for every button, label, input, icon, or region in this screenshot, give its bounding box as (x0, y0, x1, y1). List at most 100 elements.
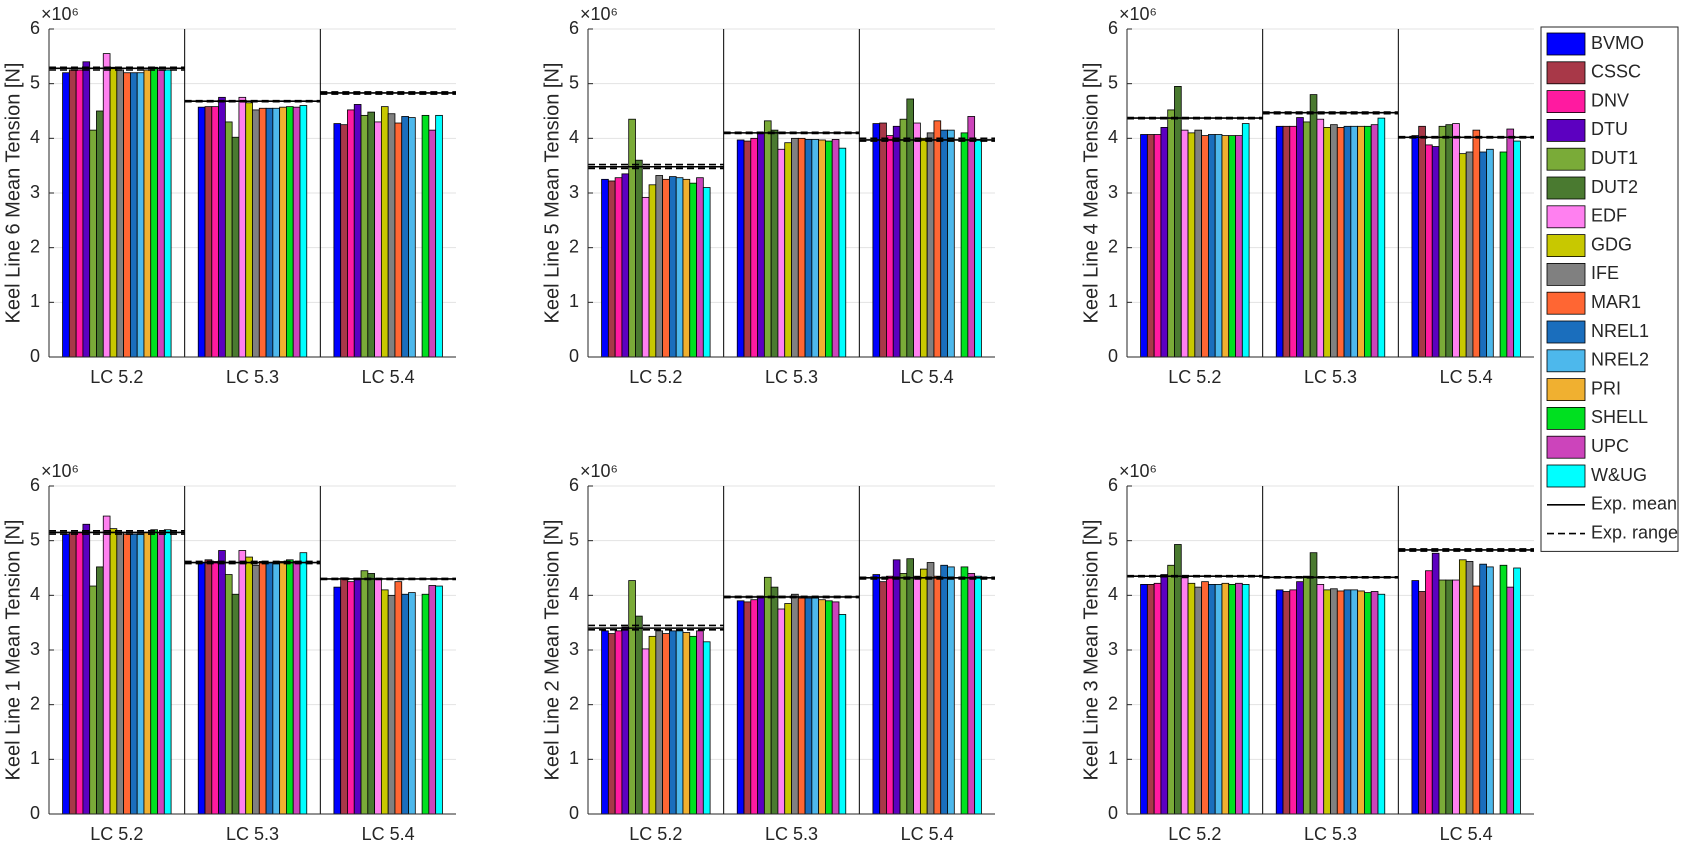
bar (265, 107, 274, 358)
bar (1377, 117, 1386, 358)
bar (696, 177, 704, 358)
x-tick-label: LC 5.2 (629, 367, 682, 387)
bar (1364, 125, 1372, 358)
bar (926, 562, 935, 815)
bar (1458, 153, 1467, 358)
bar (1167, 109, 1175, 358)
x-tick-label: LC 5.4 (901, 367, 954, 387)
bar (1323, 127, 1331, 358)
bar (1472, 129, 1481, 358)
bar (1323, 589, 1331, 815)
y-tick-label: 0 (1108, 803, 1118, 823)
bar (96, 110, 104, 358)
bar (797, 597, 806, 815)
y-tick-label: 6 (30, 475, 40, 495)
y-tick-label: 5 (1108, 72, 1118, 92)
bar (109, 528, 118, 815)
bar (1431, 552, 1440, 815)
bar (919, 568, 928, 815)
bar (286, 106, 294, 358)
bar (360, 570, 369, 815)
bar (1194, 586, 1203, 815)
y-tick-label: 0 (569, 803, 579, 823)
bar (75, 69, 84, 358)
bar (1499, 151, 1508, 358)
y-axis-label: Keel Line 2 Mean Tension [N] (541, 520, 563, 781)
y-tick-label: 2 (1108, 236, 1118, 256)
x-tick-label: LC 5.3 (765, 824, 818, 844)
y-multiplier: ×10⁶ (1119, 4, 1157, 24)
bar (367, 573, 376, 815)
bar (1208, 584, 1216, 815)
bar (258, 561, 267, 815)
bar (394, 122, 403, 358)
bar (791, 137, 799, 358)
bar (607, 180, 616, 358)
bar (68, 69, 77, 358)
bar (1309, 94, 1318, 358)
x-tick-label: LC 5.3 (1304, 824, 1357, 844)
bar (401, 593, 409, 815)
bar (967, 573, 976, 815)
bar (157, 69, 165, 358)
bar (421, 114, 430, 358)
bar (1336, 127, 1345, 358)
legend-swatch (1546, 32, 1586, 56)
legend-label: DUT2 (1591, 177, 1638, 197)
bar (238, 550, 247, 815)
bar (279, 561, 287, 815)
bar (340, 577, 348, 815)
bar (211, 561, 219, 815)
bar (696, 630, 704, 815)
bar (791, 593, 799, 815)
bar (614, 630, 623, 815)
bar (974, 575, 982, 815)
bar (299, 105, 308, 358)
x-tick-label: LC 5.4 (1440, 824, 1493, 844)
y-tick-label: 6 (1108, 18, 1118, 38)
bar (347, 581, 355, 815)
bar (675, 630, 684, 815)
bar (1187, 582, 1196, 815)
bar (204, 559, 213, 815)
bar (1282, 125, 1291, 358)
bar (770, 586, 779, 815)
bar (387, 594, 396, 815)
bar (1282, 591, 1291, 815)
legend-swatch (1546, 320, 1586, 344)
bar (1275, 589, 1284, 815)
bar (1418, 125, 1426, 358)
y-tick-label: 2 (569, 693, 579, 713)
bar (635, 159, 643, 358)
bar (340, 124, 348, 358)
bar (933, 575, 942, 815)
bar (1445, 124, 1453, 358)
bar (1146, 134, 1155, 358)
bar (75, 532, 84, 815)
legend-swatch (1546, 291, 1586, 315)
bar (82, 523, 91, 815)
x-tick-label: LC 5.2 (90, 824, 143, 844)
y-tick-label: 5 (569, 72, 579, 92)
bar (408, 592, 416, 815)
bar (299, 552, 308, 815)
bar (116, 532, 125, 815)
bar (1309, 552, 1318, 815)
bar (831, 139, 840, 358)
bar (150, 529, 158, 815)
y-tick-label: 2 (30, 693, 40, 713)
bar (136, 72, 145, 358)
bar (770, 129, 779, 358)
bar (286, 559, 294, 815)
legend-swatch (1546, 406, 1586, 430)
bar (614, 177, 623, 358)
bar (1425, 570, 1433, 815)
bar (1214, 584, 1223, 815)
bar (784, 603, 792, 815)
bar (231, 136, 240, 358)
y-tick-label: 1 (569, 748, 579, 768)
x-tick-label: LC 5.3 (226, 824, 279, 844)
y-tick-label: 3 (569, 639, 579, 659)
legend-label: CSSC (1591, 62, 1641, 82)
